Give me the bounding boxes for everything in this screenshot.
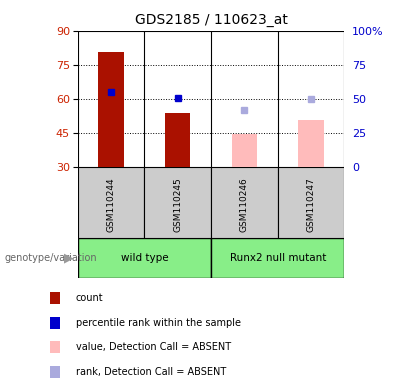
- Text: GSM110247: GSM110247: [307, 178, 315, 232]
- Bar: [211, 167, 278, 238]
- Bar: [50, 341, 60, 353]
- Text: ▶: ▶: [64, 252, 73, 265]
- Text: wild type: wild type: [121, 253, 168, 263]
- Text: genotype/variation: genotype/variation: [4, 253, 97, 263]
- Text: value, Detection Call = ABSENT: value, Detection Call = ABSENT: [76, 342, 231, 352]
- Bar: [78, 238, 211, 278]
- Text: percentile rank within the sample: percentile rank within the sample: [76, 318, 241, 328]
- Bar: [50, 317, 60, 329]
- Bar: [165, 113, 190, 167]
- Bar: [98, 52, 124, 167]
- Bar: [78, 167, 144, 238]
- Bar: [278, 167, 344, 238]
- Bar: [50, 293, 60, 304]
- Text: GSM110244: GSM110244: [107, 178, 116, 232]
- Bar: [232, 134, 257, 167]
- Title: GDS2185 / 110623_at: GDS2185 / 110623_at: [135, 13, 287, 27]
- Bar: [50, 366, 60, 377]
- Text: GSM110246: GSM110246: [240, 178, 249, 232]
- Bar: [211, 238, 344, 278]
- Text: Runx2 null mutant: Runx2 null mutant: [230, 253, 326, 263]
- Text: GSM110245: GSM110245: [173, 178, 182, 232]
- Text: count: count: [76, 293, 103, 303]
- Bar: [144, 167, 211, 238]
- Bar: [298, 121, 324, 167]
- Text: rank, Detection Call = ABSENT: rank, Detection Call = ABSENT: [76, 367, 226, 377]
